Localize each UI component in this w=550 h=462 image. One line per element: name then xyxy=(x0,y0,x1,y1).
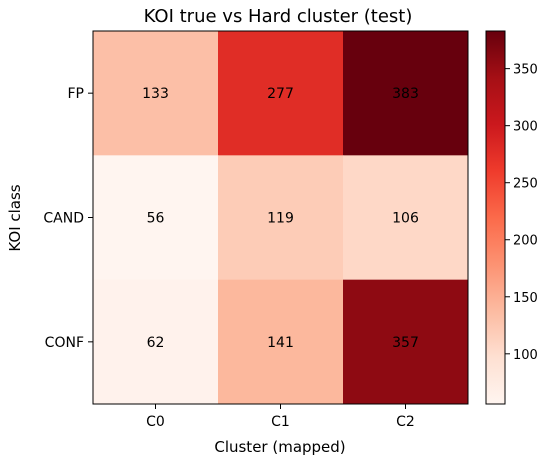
chart-title: KOI true vs Hard cluster (test) xyxy=(144,6,413,27)
colorbar-tick-label: 100 xyxy=(513,348,538,363)
colorbar-tick-label: 150 xyxy=(513,291,538,306)
x-tick-label: C1 xyxy=(271,414,290,430)
colorbar-tick-label: 300 xyxy=(513,120,538,135)
heatmap-cell xyxy=(93,31,219,156)
y-tick-label: FP xyxy=(68,86,85,102)
x-axis-label: Cluster (mapped) xyxy=(214,438,345,456)
heatmap-cells xyxy=(93,31,469,405)
cell-value-label: 106 xyxy=(392,211,419,227)
heatmap-cell xyxy=(218,155,344,281)
y-tick-label: CAND xyxy=(43,211,84,227)
cell-value-label: 62 xyxy=(147,335,165,351)
colorbar-ticks: 100 150 200 250 300 350 xyxy=(505,63,538,363)
colorbar-tick-label: 350 xyxy=(513,63,538,78)
cell-value-label: 277 xyxy=(267,86,294,102)
cell-value-label: 357 xyxy=(392,335,419,351)
heatmap-cell xyxy=(93,279,219,405)
heatmap-cell-labels: 133 277 383 56 119 106 62 141 357 xyxy=(142,86,419,351)
heatmap-cell xyxy=(93,155,219,281)
y-axis-label: KOI class xyxy=(6,184,24,251)
x-tick-label: C2 xyxy=(396,414,415,430)
cell-value-label: 56 xyxy=(147,211,165,227)
colorbar-tick-label: 200 xyxy=(513,234,538,249)
cell-value-label: 383 xyxy=(392,86,419,102)
cell-value-label: 133 xyxy=(142,86,169,102)
cell-value-label: 141 xyxy=(267,335,294,351)
heatmap-cell xyxy=(218,31,344,156)
heatmap-cell xyxy=(343,31,469,156)
y-axis-ticks: FP CAND CONF xyxy=(43,86,93,351)
x-axis-ticks: C0 C1 C2 xyxy=(146,404,415,430)
heatmap-cell xyxy=(343,279,469,405)
heatmap-cell xyxy=(218,279,344,405)
y-tick-label: CONF xyxy=(45,335,84,351)
x-tick-label: C0 xyxy=(146,414,165,430)
heatmap-cell xyxy=(343,155,469,281)
colorbar-tick-label: 250 xyxy=(513,177,538,192)
colorbar xyxy=(485,30,506,405)
cell-value-label: 119 xyxy=(267,211,294,227)
